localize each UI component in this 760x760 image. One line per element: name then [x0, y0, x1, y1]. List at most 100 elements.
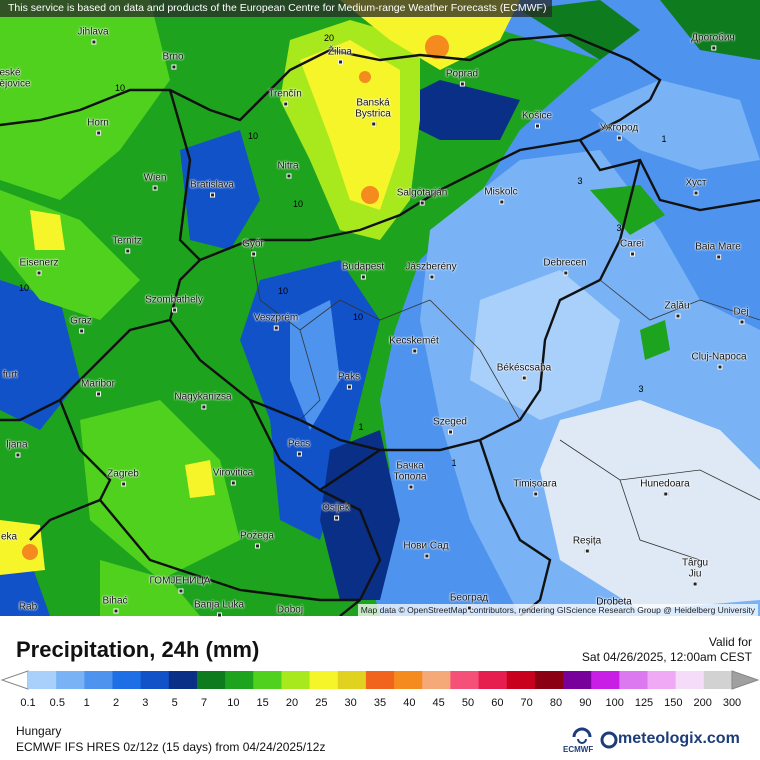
colorbar-segment — [337, 671, 367, 689]
city-label: eské — [0, 67, 21, 79]
city-label: Хуст — [685, 177, 707, 196]
colorbar-segment — [478, 671, 508, 689]
colorbar-segment — [56, 671, 85, 689]
city-label: Eisenerz — [19, 257, 59, 276]
city-label: Nagykanizsa — [174, 391, 232, 410]
colorbar-segment — [675, 671, 705, 689]
colorbar-label: 90 — [579, 697, 592, 709]
city-label: Timișoara — [513, 478, 557, 497]
city-label: Miskolc — [484, 186, 518, 205]
colorbar-label: 40 — [403, 697, 416, 709]
city-label: Požega — [240, 530, 274, 549]
city-label: Poprad — [445, 68, 479, 87]
colorbar-label: 20 — [285, 697, 299, 709]
city-label: Bystrica — [355, 108, 391, 127]
city-label: Trenčín — [268, 88, 302, 107]
city-label: Győr — [242, 238, 264, 257]
legend-title: Precipitation, 24h (mm) — [16, 637, 260, 662]
city-label: Нови Сад — [403, 540, 449, 559]
city-label: Debrecen — [543, 257, 587, 276]
colorbar-segment — [619, 671, 649, 689]
colorbar-segment — [196, 671, 226, 689]
colorbar-label: 125 — [634, 697, 654, 709]
city-label: Ternitz — [112, 235, 142, 254]
colorbar-segment — [591, 671, 620, 689]
city-label: Osijek — [322, 502, 350, 521]
city-label: Bihać — [102, 595, 128, 614]
colorbar-segment — [225, 671, 254, 689]
contour-label: 3 — [577, 176, 583, 186]
colorbar-label: 50 — [461, 697, 475, 709]
colorbar-label: 100 — [605, 697, 624, 709]
colorbar-segment — [112, 671, 142, 689]
city-label: Kecskemét — [389, 335, 439, 354]
valid-label: Valid for — [708, 635, 752, 649]
colorbar-segment — [253, 671, 282, 689]
city-label: Drobeta — [596, 596, 632, 608]
city-label: Jiu — [688, 568, 702, 587]
city-label: Wien — [143, 172, 167, 191]
borders — [0, 33, 760, 616]
contour-label: 10 — [247, 131, 259, 141]
contour-label: 1 — [451, 458, 457, 468]
city-label: Dej — [733, 306, 749, 325]
city-label: Бачка — [396, 460, 424, 472]
contour-label: 10 — [18, 283, 30, 293]
data-notice: This service is based on data and produc… — [0, 0, 553, 17]
city-label: Horn — [87, 117, 109, 136]
city-label: furt — [2, 369, 18, 381]
colorbar-segment — [422, 671, 451, 689]
colorbar-segment — [450, 671, 480, 689]
city-label: Hunedoara — [640, 478, 690, 497]
map-attribution: Map data © OpenStreetMap contributors, r… — [357, 604, 758, 616]
contour-label: 3 — [616, 223, 622, 233]
city-label: Pécs — [287, 438, 311, 457]
city-label: Paks — [337, 371, 361, 390]
colorbar-label: 5 — [171, 697, 178, 709]
contour-label: 1 — [358, 422, 364, 432]
colorbar-arrow-left — [0, 670, 29, 690]
model-run: ECMWF IFS HRES 0z/12z (15 days) from 04/… — [16, 740, 326, 754]
colorbar-label: 3 — [142, 697, 149, 709]
city-label: ГОМЈЕНИЦА — [149, 575, 211, 594]
city-label: Szombathely — [145, 294, 203, 313]
city-label: Salgótarján — [396, 187, 448, 206]
colorbar-label: 80 — [549, 697, 563, 709]
contour-label: 10 — [277, 286, 289, 296]
city-label: Békéscsaba — [496, 362, 552, 381]
colorbar-arrow-right — [731, 670, 760, 690]
colorbar-segment — [281, 671, 311, 689]
colorbar-label: 300 — [722, 697, 742, 709]
brand: meteologix.com — [618, 730, 740, 747]
precip-fields — [0, 0, 760, 616]
city-label: Budapest — [341, 261, 385, 280]
ecmwf-text: ECMWF — [563, 745, 594, 754]
colorbar-segment — [534, 671, 564, 689]
contour-label: 10 — [352, 312, 364, 322]
colorbar-segment — [506, 671, 536, 689]
contour-label: 10 — [114, 83, 126, 93]
city-label: Doboj — [276, 604, 304, 616]
colorbar-segment — [365, 671, 395, 689]
city-label: Топола — [393, 471, 427, 490]
colorbar-label: 2 — [112, 697, 120, 709]
colorbar-label: 45 — [432, 697, 445, 709]
colorbar-label: 60 — [491, 697, 504, 709]
colorbar-label: 35 — [373, 697, 387, 709]
colorbar — [0, 670, 760, 690]
city-label: eka — [0, 531, 18, 543]
colorbar-segment — [28, 671, 57, 689]
city-label: Zalău — [664, 300, 690, 319]
city-label: Graz — [70, 315, 92, 334]
ecmwf-logo — [572, 727, 592, 744]
colorbar-label: 15 — [256, 697, 269, 709]
colorbar-label: 150 — [664, 697, 683, 709]
colorbar-label: 1 — [83, 697, 90, 709]
colorbar-segment — [394, 671, 423, 689]
city-label: Carei — [620, 238, 644, 257]
contour-label: 1 — [661, 134, 667, 144]
colorbar-segment — [563, 671, 592, 689]
colorbar-label: 0.5 — [49, 697, 65, 709]
city-label: ějovice — [0, 78, 31, 90]
valid-time: Sat 04/26/2025, 12:00am CEST — [581, 650, 752, 664]
